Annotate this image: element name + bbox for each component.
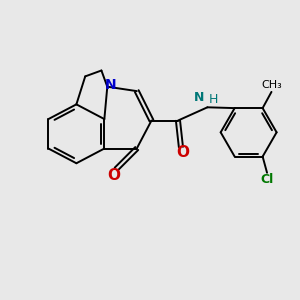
Text: N: N: [194, 91, 204, 104]
Text: Cl: Cl: [260, 173, 274, 186]
Text: O: O: [107, 167, 120, 182]
Text: H: H: [209, 93, 218, 106]
Text: CH₃: CH₃: [261, 80, 282, 90]
Text: N: N: [105, 78, 117, 92]
Text: O: O: [176, 146, 189, 160]
